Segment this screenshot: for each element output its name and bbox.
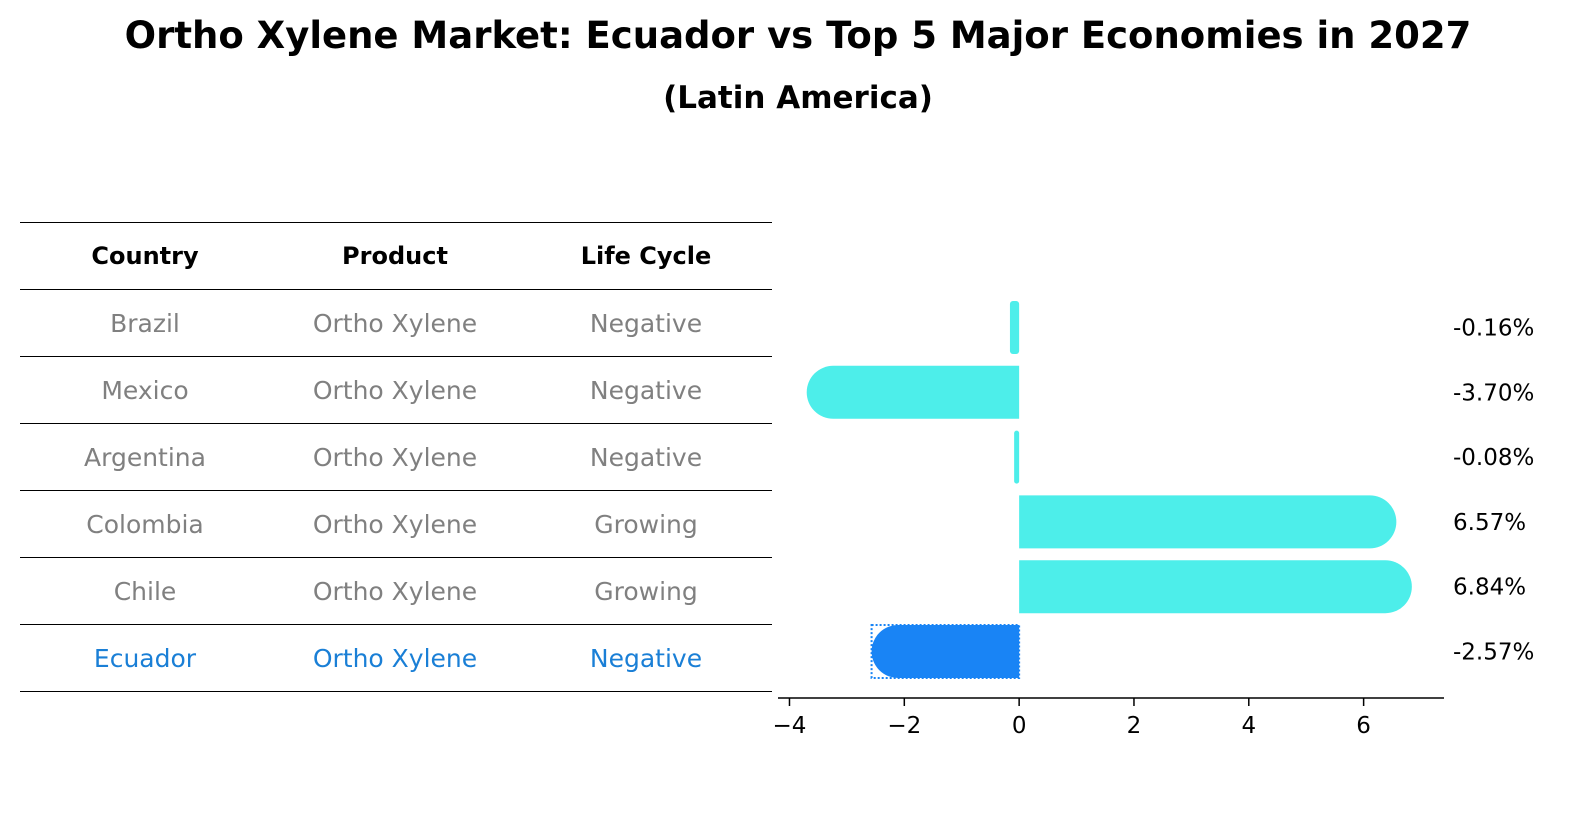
data-table: Country Product Life Cycle Brazil Ortho … <box>20 222 772 692</box>
bar-brazil <box>1009 301 1020 354</box>
table-header-row: Country Product Life Cycle <box>20 222 772 290</box>
cell-country: Chile <box>20 557 270 625</box>
cell-country: Mexico <box>20 356 270 424</box>
cell-product: Ortho Xylene <box>270 423 520 491</box>
value-label-brazil: -0.16% <box>1453 316 1534 342</box>
bar-chile <box>1019 560 1412 614</box>
cell-product: Ortho Xylene <box>270 624 520 692</box>
cell-life-cycle: Negative <box>520 423 772 491</box>
value-label-ecuador: -2.57% <box>1453 640 1534 666</box>
header-product: Product <box>270 222 520 290</box>
cell-life-cycle: Negative <box>520 289 772 357</box>
cell-life-cycle: Growing <box>520 557 772 625</box>
cell-life-cycle: Growing <box>520 490 772 558</box>
cell-life-cycle: Negative <box>520 356 772 424</box>
value-label-chile: 6.84% <box>1453 575 1526 601</box>
x-axis: −4 −2 0 2 4 6 <box>773 697 1444 739</box>
value-label-mexico: -3.70% <box>1453 380 1534 406</box>
x-tick-label: 4 <box>1241 713 1256 739</box>
chart-title: Ortho Xylene Market: Ecuador vs Top 5 Ma… <box>124 14 1472 57</box>
value-labels-layer: -0.16% -3.70% -0.08% 6.57% 6.84% -2.57% <box>1453 316 1534 666</box>
table-row: Colombia Ortho Xylene Growing <box>20 490 772 558</box>
bar-ecuador <box>871 625 1020 678</box>
table-row: Chile Ortho Xylene Growing <box>20 557 772 625</box>
header-country: Country <box>20 222 270 290</box>
cell-country: Brazil <box>20 289 270 357</box>
x-tick-label: −2 <box>887 713 921 739</box>
x-tick-label: −4 <box>773 713 807 739</box>
chart-subtitle: (Latin America) <box>663 80 933 116</box>
cell-country: Ecuador <box>20 624 270 692</box>
x-tick-label: 2 <box>1127 713 1142 739</box>
bar-colombia <box>1019 495 1397 549</box>
cell-product: Ortho Xylene <box>270 557 520 625</box>
bar-mexico <box>806 365 1020 419</box>
x-tick-label: 0 <box>1012 713 1027 739</box>
cell-product: Ortho Xylene <box>270 356 520 424</box>
x-tick-label: 6 <box>1356 713 1371 739</box>
value-label-colombia: 6.57% <box>1453 510 1526 536</box>
table-row-highlighted: Ecuador Ortho Xylene Negative <box>20 624 772 692</box>
bar-highlight-outline <box>870 624 1021 679</box>
table-row: Brazil Ortho Xylene Negative <box>20 289 772 357</box>
data-table-container: Country Product Life Cycle Brazil Ortho … <box>20 222 772 692</box>
value-label-argentina: -0.08% <box>1453 445 1534 471</box>
cell-product: Ortho Xylene <box>270 490 520 558</box>
bar-argentina <box>1014 430 1020 484</box>
cell-country: Argentina <box>20 423 270 491</box>
table-row: Argentina Ortho Xylene Negative <box>20 423 772 491</box>
cell-life-cycle: Negative <box>520 624 772 692</box>
bars-layer <box>806 301 1412 679</box>
header-life-cycle: Life Cycle <box>520 222 772 290</box>
cell-country: Colombia <box>20 490 270 558</box>
table-row: Mexico Ortho Xylene Negative <box>20 356 772 424</box>
cell-product: Ortho Xylene <box>270 289 520 357</box>
